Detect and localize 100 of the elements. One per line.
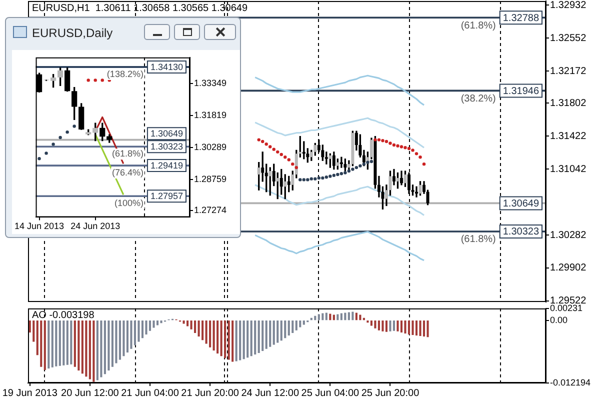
bar: [202, 320, 204, 340]
bar: [232, 320, 234, 362]
bar: [254, 320, 256, 355]
bar: [100, 320, 102, 378]
annotation: (76.4%): [112, 168, 144, 178]
bar: [122, 320, 125, 356]
annotation: (100%): [114, 198, 144, 208]
bar: [314, 316, 316, 320]
point: [44, 152, 48, 155]
bar: [44, 320, 46, 370]
ref-line-label: 1.34130: [150, 62, 184, 72]
bar: [130, 320, 132, 349]
bar: [382, 320, 384, 332]
ref-line-label: 1.30649: [502, 198, 540, 210]
bar: [96, 320, 98, 380]
bar: [408, 320, 410, 334]
bar: [224, 320, 226, 358]
bar: [332, 314, 335, 320]
point: [261, 140, 264, 144]
bar: [336, 314, 339, 320]
point: [340, 172, 344, 176]
bar: [182, 320, 185, 324]
chart-title: EURUSD,Daily: [32, 26, 113, 40]
point: [384, 140, 388, 144]
bar: [288, 320, 290, 336]
bar: [235, 320, 238, 362]
ref-line-label: 1.29419: [150, 160, 184, 171]
bar: [258, 320, 260, 354]
bar: [40, 320, 42, 367]
y-tick-label: 1.28759: [194, 174, 227, 184]
point: [411, 148, 414, 152]
bar: [118, 320, 121, 360]
point: [358, 164, 362, 168]
bar: [115, 320, 118, 364]
y-tick-label: 1.29902: [550, 262, 587, 274]
point: [276, 150, 280, 154]
point: [52, 142, 55, 146]
y-tick-label: 1.32552: [550, 32, 587, 44]
bar: [355, 312, 358, 320]
y-tick-label: 0.00: [550, 314, 568, 325]
bar: [62, 320, 65, 366]
bar: [66, 320, 68, 365]
bar: [404, 320, 406, 334]
bar: [250, 320, 252, 356]
ref-line-label: 1.30649: [150, 128, 184, 139]
bar: [48, 320, 50, 368]
point: [370, 160, 374, 164]
point: [58, 136, 62, 140]
bar: [348, 312, 350, 320]
bar: [374, 320, 376, 328]
bar: [419, 320, 422, 336]
bar: [148, 320, 152, 331]
bar: [228, 320, 230, 360]
bar: [186, 320, 189, 326]
point: [72, 124, 76, 128]
ref-line-label: 1.32788: [502, 12, 540, 24]
bar: [242, 320, 245, 360]
point: [362, 162, 366, 166]
y-tick-label: 1.33349: [194, 78, 227, 88]
point: [347, 169, 351, 173]
annotation: (61.8%): [460, 20, 496, 32]
annotation: (38.2%): [460, 93, 496, 104]
point: [324, 175, 328, 179]
point: [377, 138, 381, 142]
annotation: (61.8%): [460, 234, 496, 246]
y-tick-label: 1.32932: [550, 0, 587, 11]
bar: [145, 320, 148, 334]
point: [392, 143, 396, 147]
bar: [216, 320, 219, 354]
y-tick-label: 1.30289: [194, 142, 227, 152]
y-tick-label: -0.012194: [550, 377, 591, 388]
x-tick-label: 21 Jun 20:00: [181, 388, 240, 399]
bar: [295, 320, 298, 330]
point: [86, 78, 90, 82]
bar: [126, 320, 128, 352]
bar: [415, 320, 418, 336]
bar: [400, 320, 403, 332]
bar: [156, 320, 159, 326]
bar: [359, 314, 362, 320]
point: [38, 157, 41, 160]
point: [388, 142, 392, 145]
bar: [412, 320, 414, 336]
point: [400, 145, 404, 148]
x-tick-label: 20 Jun 12:00: [61, 388, 120, 399]
bar: [396, 320, 399, 332]
chart-title: AO -0.003198: [32, 310, 95, 322]
bar: [246, 320, 249, 358]
point: [332, 174, 336, 177]
bar: [209, 320, 212, 348]
bar: [51, 320, 54, 368]
annotation: (138.2%): [106, 69, 144, 80]
point: [407, 146, 411, 150]
point: [336, 172, 340, 176]
ref-line-label: 1.31946: [502, 86, 540, 97]
bar: [392, 320, 396, 331]
point: [310, 177, 313, 180]
bar: [194, 320, 196, 333]
bar: [198, 320, 200, 337]
point: [328, 174, 332, 178]
point: [321, 176, 324, 180]
